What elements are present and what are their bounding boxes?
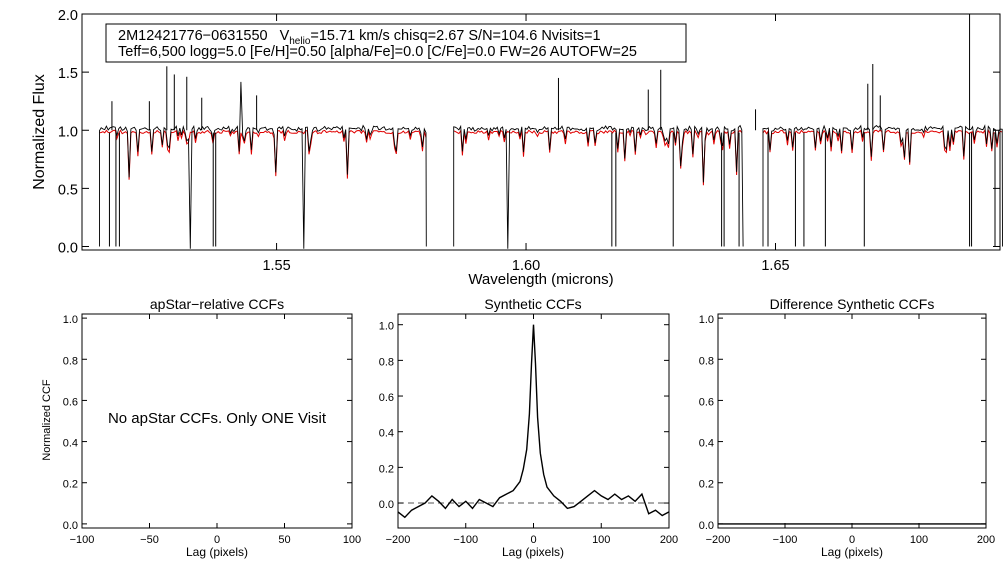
synthetic-x-tick-label: 100 [592,534,610,546]
synthetic-y-tick-label: 1.0 [379,321,394,333]
observed-spectrum-chip-2 [453,124,744,249]
difference-x-tick-label: −100 [773,534,798,546]
fit-summary: =15.71 km/s chisq=2.67 S/N=104.6 Nvisits… [310,28,600,44]
apstar-ccf-x-axis-label: Lag (pixels) [186,545,248,559]
apstar-x-tick-label: 0 [214,534,220,546]
synthetic-ccf-x-axis-label: Lag (pixels) [502,545,564,559]
difference-ccf-title: Difference Synthetic CCFs [770,296,935,312]
difference-y-tick-label: 1.0 [699,314,714,326]
spectrum-y-tick-label: 0.0 [58,241,78,257]
spectrum-x-tick-label: 1.65 [761,258,789,274]
spectrum-ticks: 1.55 1.60 1.65 0.0 0.5 1.0 1.5 2.0 [58,8,1000,274]
synthetic-ccf-panel: Synthetic CCFs −200 −100 0 100 200 0.0 0.2 0.4 0… [379,296,678,559]
vhelio-symbol: V [280,28,290,44]
ccf-y-axis-label: Normalized CCF [41,379,53,461]
spectrum-y-axis-label: Normalized Flux [31,74,48,190]
difference-x-tick-label: 100 [910,534,928,546]
apstar-y-tick-label: 0.0 [63,520,78,532]
difference-y-tick-label: 0.0 [699,520,714,532]
spectrum-info-box [105,23,687,63]
difference-y-tick-label: 0.8 [699,355,714,367]
apstar-ccf-panel: apStar−relative CCFs −100 −50 0 50 100 0.0 0.2… [41,296,361,559]
apstar-y-tick-label: 0.2 [63,479,78,491]
difference-y-tick-label: 0.6 [699,396,714,408]
difference-x-tick-label: −200 [706,534,731,546]
synthetic-y-tick-label: 0.2 [379,463,394,475]
observed-spectrum [99,14,1003,249]
synthetic-x-tick-label: 200 [660,534,678,546]
observed-spectrum-chip-3 [762,124,1003,247]
apstar-x-tick-label: 50 [278,534,290,546]
spectrum-y-tick-label: 2.0 [58,8,78,24]
spectrum-x-tick-label: 1.60 [512,258,540,274]
apstar-y-tick-label: 0.8 [63,355,78,367]
difference-x-tick-label: 200 [977,534,995,546]
star-id: 2M12421776−0631550 [118,28,268,44]
synthetic-y-tick-label: 0.0 [379,499,394,511]
synthetic-x-tick-label: −100 [453,534,478,546]
spectrum-x-axis-label: Wavelength (microns) [468,271,613,288]
apstar-x-tick-label: 100 [343,534,361,546]
difference-ccf-ticks: −200 −100 0 100 200 0.0 0.2 0.4 0.6 0.8 1.0 [699,314,995,546]
synthetic-ccf-title: Synthetic CCFs [484,296,581,312]
apstar-ccf-ticks: −100 −50 0 50 100 0.0 0.2 0.4 0.6 0.8 1.0 [63,314,361,546]
difference-ccf-x-axis-label: Lag (pixels) [821,545,883,559]
synthetic-y-tick-label: 0.4 [379,428,394,440]
observed-spectrum-chip-1 [99,81,427,249]
synthetic-ccf-ticks: −200 −100 0 100 200 0.0 0.2 0.4 0.6 0.8 1.0 [379,314,678,546]
synthetic-y-tick-label: 0.8 [379,356,394,368]
apstar-ccf-title: apStar−relative CCFs [150,296,284,312]
spectrum-frame [81,13,1001,251]
vhelio-subscript: helio [289,36,311,47]
synthetic-ccf-series [397,324,670,519]
spectrum-info-line2: Teff=6,500 logg=5.0 [Fe/H]=0.50 [alpha/F… [118,44,637,60]
apstar-y-tick-label: 1.0 [63,314,78,326]
spectrum-x-tick-label: 1.55 [262,258,290,274]
synthetic-x-tick-label: −200 [386,534,411,546]
model-spectrum-chip-1 [99,129,427,180]
synthetic-y-tick-label: 0.6 [379,392,394,404]
synthetic-x-tick-label: 0 [530,534,536,546]
spectrum-y-tick-label: 1.0 [58,124,78,140]
difference-ccf-panel: Difference Synthetic CCFs −200 −100 0 100 20… [699,296,995,559]
spectrum-panel: 1.55 1.60 1.65 0.0 0.5 1.0 1.5 2.0 Normalized F… [31,8,1003,288]
spectrum-y-tick-label: 0.5 [58,182,78,198]
apstar-x-tick-label: −50 [140,534,159,546]
spectrum-info-line1: 2M12421776−0631550 Vhelio=15.71 km/s chis… [118,28,601,47]
difference-y-tick-label: 0.2 [699,479,714,491]
spectrum-y-tick-label: 1.5 [58,66,78,82]
difference-x-tick-label: 0 [849,534,855,546]
apstar-y-tick-label: 0.6 [63,396,78,408]
apstar-ccf-message: No apStar CCFs. Only ONE Visit [108,410,327,427]
difference-y-tick-label: 0.4 [699,438,714,450]
synthetic-ccf-line [397,324,670,519]
apstar-y-tick-label: 0.4 [63,438,78,450]
apstar-x-tick-label: −100 [70,534,95,546]
